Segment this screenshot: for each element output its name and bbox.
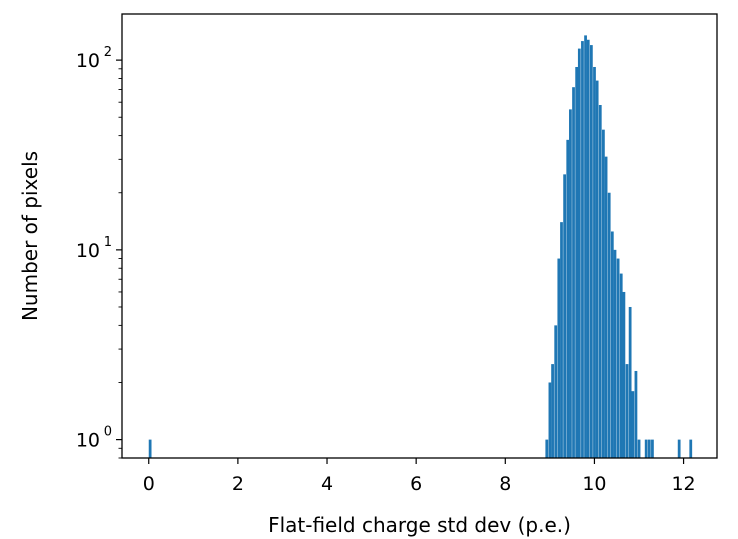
histogram-bar: [634, 370, 638, 458]
histogram-bar: [593, 66, 596, 459]
histogram-bar: [619, 273, 623, 458]
histogram-bar: [569, 109, 572, 458]
histogram-bar: [148, 439, 152, 458]
histogram-bar: [560, 222, 563, 458]
histogram-bar: [584, 35, 587, 458]
x-tick-label: 2: [232, 473, 244, 495]
histogram-bar: [575, 66, 579, 459]
x-tick-label: 8: [499, 473, 511, 495]
x-tick-label: 0: [143, 473, 155, 495]
histogram-bar: [598, 105, 602, 458]
histogram-bar: [566, 139, 570, 458]
histogram-bar: [586, 39, 590, 459]
histogram-bar: [610, 231, 614, 458]
histogram-bar: [631, 391, 635, 458]
x-axis-label: Flat-field charge std dev (p.e.): [268, 513, 571, 537]
y-tick-label: 10: [76, 430, 100, 452]
y-tick-label: 10: [76, 240, 100, 262]
histogram-bar: [581, 41, 584, 458]
histogram-bar: [563, 174, 567, 459]
histogram-bar: [607, 192, 611, 459]
y-tick-label: 10: [76, 50, 100, 72]
y-tick-exponent: 0: [104, 425, 112, 440]
histogram-bar: [628, 306, 632, 458]
y-tick-exponent: 1: [104, 235, 112, 250]
x-tick-label: 6: [410, 473, 422, 495]
x-tick-label: 12: [671, 473, 695, 495]
y-axis-label: Number of pixels: [18, 151, 42, 321]
y-tick-exponent: 2: [104, 45, 112, 60]
histogram-bar: [647, 439, 651, 458]
histogram-bar: [551, 364, 554, 458]
histogram-bar: [554, 325, 558, 458]
histogram-bar: [637, 439, 641, 458]
histogram-bar: [625, 364, 629, 458]
histogram-bar: [616, 258, 620, 458]
histogram-bar: [604, 156, 608, 458]
histogram-bar: [595, 80, 599, 458]
x-tick-label: 4: [321, 473, 333, 495]
plot-frame: [121, 13, 718, 459]
histogram-bar: [651, 439, 654, 458]
histogram-bar: [689, 439, 693, 458]
histogram-bar: [622, 291, 626, 458]
histogram-bar: [548, 382, 552, 458]
histogram-bar: [602, 129, 605, 458]
x-tick-label: 10: [582, 473, 606, 495]
histogram-bar: [572, 87, 575, 458]
histogram-bar: [677, 439, 681, 458]
histogram-bars: [148, 35, 693, 459]
histogram-bar: [589, 45, 593, 459]
histogram-bar: [613, 249, 617, 458]
x-axis-ticks: 0 2 4 6 8 10 12: [143, 458, 696, 495]
histogram-bar: [577, 48, 581, 458]
histogram-bar: [644, 439, 648, 458]
y-axis-ticks: 10 0 10 1 10 2: [76, 45, 122, 459]
histogram-bar: [545, 439, 549, 458]
histogram-bar: [557, 258, 561, 458]
